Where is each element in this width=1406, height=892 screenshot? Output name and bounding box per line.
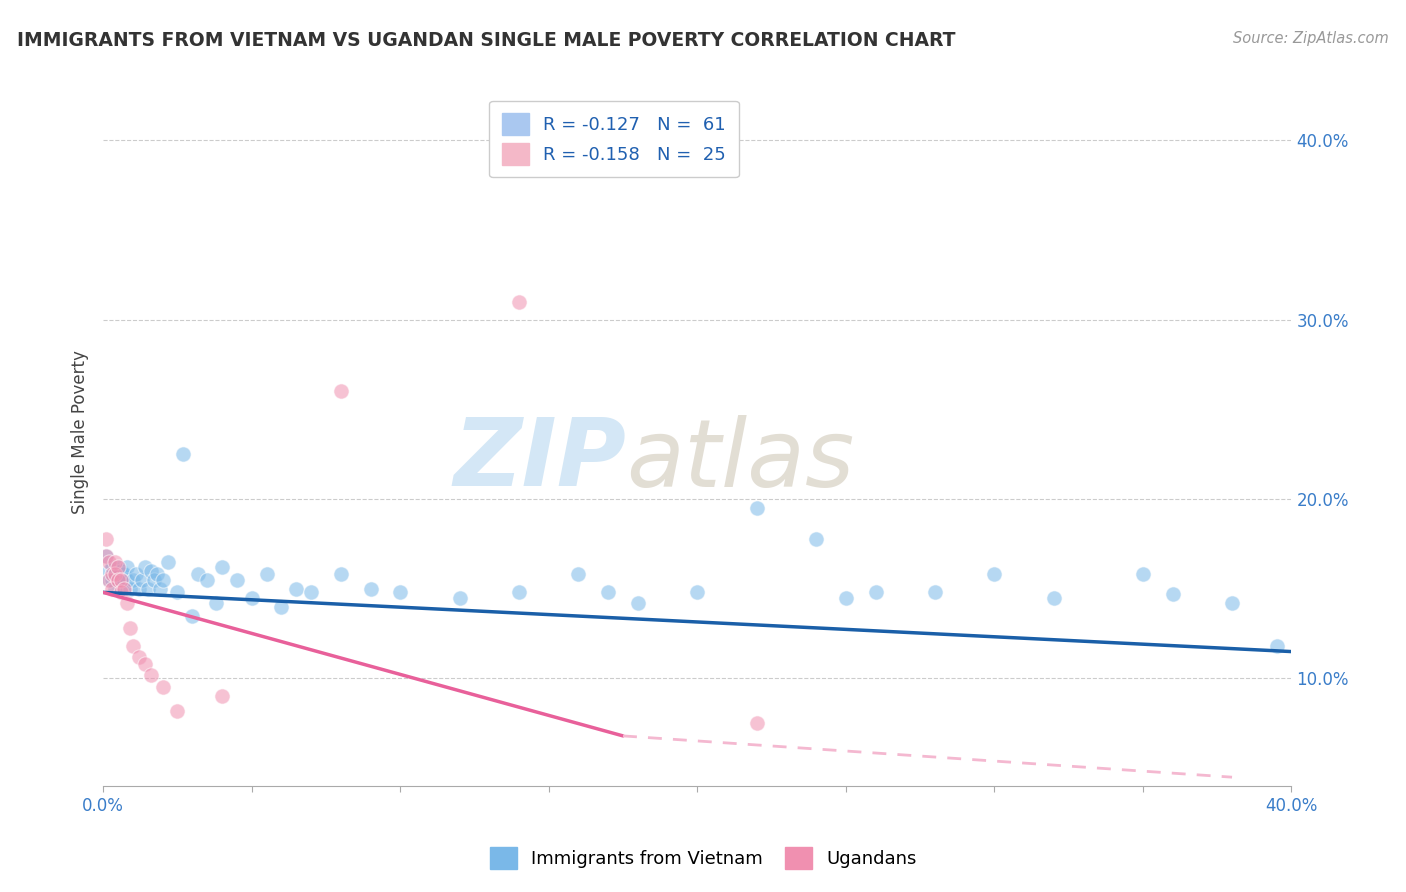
Point	[598, 585, 620, 599]
Point	[256, 567, 278, 582]
Point	[115, 573, 138, 587]
Point	[240, 591, 263, 605]
Point	[745, 716, 768, 731]
Point	[134, 560, 156, 574]
Point	[835, 591, 858, 605]
Point	[1265, 639, 1288, 653]
Point	[804, 532, 827, 546]
Point	[270, 599, 292, 614]
Point	[107, 560, 129, 574]
Point	[627, 596, 650, 610]
Point	[107, 573, 129, 587]
Point	[115, 560, 138, 574]
Point	[148, 582, 170, 596]
Point	[865, 585, 887, 599]
Point	[104, 567, 127, 582]
Text: Source: ZipAtlas.com: Source: ZipAtlas.com	[1233, 31, 1389, 46]
Point	[121, 573, 143, 587]
Point	[195, 573, 218, 587]
Point	[94, 549, 117, 564]
Point	[285, 582, 308, 596]
Point	[508, 585, 530, 599]
Point	[112, 567, 135, 582]
Point	[110, 573, 132, 587]
Point	[118, 621, 141, 635]
Point	[136, 582, 159, 596]
Text: ZIP: ZIP	[453, 414, 626, 506]
Point	[142, 573, 165, 587]
Point	[181, 608, 204, 623]
Point	[983, 567, 1005, 582]
Point	[166, 585, 188, 599]
Point	[139, 564, 162, 578]
Point	[101, 567, 124, 582]
Legend: R = -0.127   N =  61, R = -0.158   N =  25: R = -0.127 N = 61, R = -0.158 N = 25	[489, 101, 740, 178]
Point	[211, 560, 233, 574]
Point	[110, 573, 132, 587]
Point	[1132, 567, 1154, 582]
Point	[157, 555, 180, 569]
Point	[128, 582, 150, 596]
Point	[125, 567, 148, 582]
Point	[112, 582, 135, 596]
Point	[134, 657, 156, 672]
Point	[225, 573, 247, 587]
Point	[104, 567, 127, 582]
Point	[104, 555, 127, 569]
Point	[449, 591, 471, 605]
Point	[112, 582, 135, 596]
Point	[567, 567, 589, 582]
Point	[299, 585, 322, 599]
Y-axis label: Single Male Poverty: Single Male Poverty	[72, 350, 89, 514]
Point	[107, 560, 129, 574]
Point	[360, 582, 382, 596]
Point	[1042, 591, 1064, 605]
Legend: Immigrants from Vietnam, Ugandans: Immigrants from Vietnam, Ugandans	[481, 838, 925, 879]
Point	[128, 650, 150, 665]
Point	[145, 567, 167, 582]
Point	[686, 585, 709, 599]
Point	[101, 573, 124, 587]
Point	[745, 501, 768, 516]
Point	[508, 294, 530, 309]
Point	[329, 384, 352, 399]
Point	[172, 447, 194, 461]
Point	[98, 573, 121, 587]
Text: IMMIGRANTS FROM VIETNAM VS UGANDAN SINGLE MALE POVERTY CORRELATION CHART: IMMIGRANTS FROM VIETNAM VS UGANDAN SINGL…	[17, 31, 955, 50]
Point	[187, 567, 209, 582]
Point	[104, 582, 127, 596]
Point	[131, 573, 153, 587]
Point	[329, 567, 352, 582]
Point	[211, 690, 233, 704]
Point	[139, 668, 162, 682]
Point	[1220, 596, 1243, 610]
Point	[110, 585, 132, 599]
Point	[389, 585, 412, 599]
Point	[94, 549, 117, 564]
Point	[118, 582, 141, 596]
Point	[205, 596, 228, 610]
Point	[94, 532, 117, 546]
Text: atlas: atlas	[626, 415, 855, 506]
Point	[110, 564, 132, 578]
Point	[101, 582, 124, 596]
Point	[152, 681, 174, 695]
Point	[107, 573, 129, 587]
Point	[121, 639, 143, 653]
Point	[98, 573, 121, 587]
Point	[98, 564, 121, 578]
Point	[924, 585, 946, 599]
Point	[152, 573, 174, 587]
Point	[166, 704, 188, 718]
Point	[98, 555, 121, 569]
Point	[101, 560, 124, 574]
Point	[1161, 587, 1184, 601]
Point	[115, 596, 138, 610]
